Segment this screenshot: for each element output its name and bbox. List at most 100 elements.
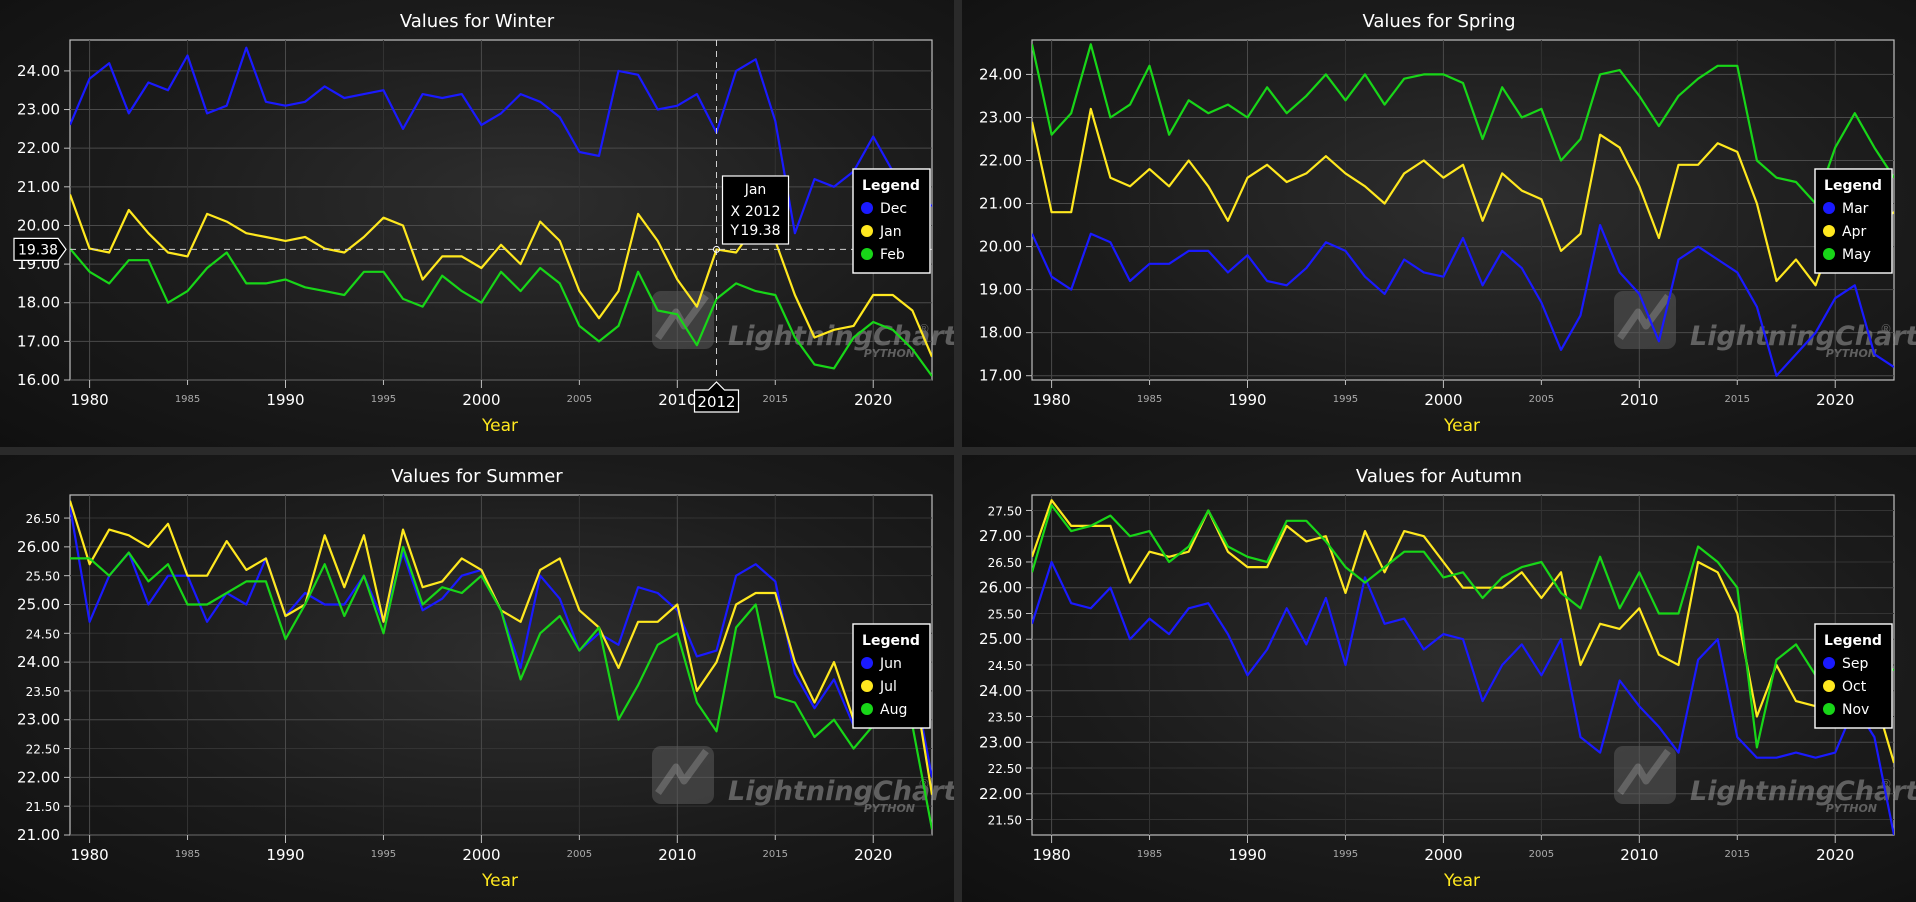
y-tick-label: 25.50 [26, 570, 60, 584]
y-tick-label: 26.50 [26, 512, 60, 526]
legend-item-oct[interactable]: Oct [1823, 679, 1867, 695]
legend-title: Legend [1824, 178, 1882, 194]
legend-item-label: Apr [1842, 224, 1866, 240]
legend-item-feb[interactable]: Feb [861, 247, 905, 263]
y-tick-label: 22.00 [17, 768, 60, 786]
legend-dot-icon [861, 202, 873, 214]
legend-item-may[interactable]: May [1823, 247, 1871, 263]
x-tick-label: 2000 [1424, 391, 1462, 409]
y-tick-label: 19.00 [979, 281, 1022, 299]
plot-area[interactable] [1031, 39, 1895, 381]
x-tick-label: 1980 [70, 846, 108, 864]
legend-item-mar[interactable]: Mar [1823, 201, 1869, 217]
chart-panel-autumn: Values for Autumn 27.50 27.00 26.50 26.00 25.… [962, 455, 1916, 902]
x-axis-title: Year [481, 416, 518, 436]
legend-item-label: Jan [879, 224, 902, 240]
x-minor-tick-label: 1985 [1137, 394, 1162, 405]
legend-item-label: Mar [1842, 201, 1869, 217]
watermark-brand: LightningChart [1690, 776, 1916, 807]
legend-item-label: Nov [1842, 702, 1869, 718]
watermark-sub: PYTHON [864, 347, 915, 360]
x-axis-title: Year [1443, 416, 1480, 436]
legend-item-label: Oct [1842, 679, 1867, 695]
legend-item-label: Dec [880, 201, 907, 217]
cursor-y-marker-label: 19.38 [18, 242, 58, 258]
y-tick-label: 25.50 [988, 607, 1022, 621]
series-line-aug[interactable] [70, 545, 932, 830]
series-line-jan[interactable] [70, 194, 932, 358]
legend-dot-icon [861, 225, 873, 237]
legend-item-dec[interactable]: Dec [861, 201, 907, 217]
series-line-dec[interactable] [70, 46, 932, 235]
series-line-may[interactable] [1032, 43, 1894, 205]
y-tick-label: 26.50 [988, 556, 1022, 570]
y-tick-label: 21.50 [26, 800, 60, 814]
legend[interactable]: Legend Jun Jul Aug [852, 623, 931, 729]
x-minor-tick-label: 2005 [567, 849, 592, 860]
x-tick-label: 1990 [266, 391, 304, 409]
cursor-y-marker: 19.38 [13, 237, 67, 262]
y-tick-label: 20.00 [979, 238, 1022, 256]
series-line-sep[interactable] [1032, 560, 1894, 835]
y-tick-label: 21.00 [17, 826, 60, 844]
chart-summer[interactable]: Values for Summer 26.50 26.00 25.50 25.00 24.… [0, 455, 954, 902]
legend-item-nov[interactable]: Nov [1823, 702, 1869, 718]
y-tick-label: 21.50 [988, 814, 1022, 828]
x-axis-title: Year [1443, 871, 1480, 891]
legend[interactable]: Legend Dec Jan Feb [852, 168, 931, 274]
x-tick-label: 1980 [1032, 846, 1070, 864]
lightningchart-logo: LightningChart®PYTHON [1614, 291, 1916, 360]
x-tick-label: 1990 [266, 846, 304, 864]
legend-item-apr[interactable]: Apr [1823, 224, 1866, 240]
legend[interactable]: Legend Mar Apr May [1814, 168, 1893, 274]
y-tick-label: 22.00 [979, 785, 1022, 803]
y-tick-label: 22.50 [988, 762, 1022, 776]
legend-title: Legend [1824, 633, 1882, 649]
lightningchart-logo: LightningChart®PYTHON [652, 746, 954, 815]
legend-dot-icon [1823, 225, 1835, 237]
legend-item-sep[interactable]: Sep [1823, 656, 1869, 672]
x-minor-tick-label: 2005 [567, 394, 592, 405]
y-tick-label: 22.00 [17, 139, 60, 157]
x-tick-label: 1990 [1228, 846, 1266, 864]
x-minor-tick-label: 2015 [1725, 394, 1750, 405]
chart-autumn[interactable]: Values for Autumn 27.50 27.00 26.50 26.00 25.… [962, 455, 1916, 902]
legend-item-jul[interactable]: Jul [861, 679, 897, 695]
legend-item-aug[interactable]: Aug [861, 702, 907, 718]
y-tick-label: 23.00 [979, 108, 1022, 126]
y-tick-label: 24.00 [17, 62, 60, 80]
x-tick-label: 2020 [1816, 391, 1854, 409]
y-tick-label: 18.00 [979, 324, 1022, 342]
x-tick-label: 1980 [70, 391, 108, 409]
x-tick-label: 1980 [1032, 391, 1070, 409]
legend-title: Legend [862, 633, 920, 649]
x-minor-tick-label: 2015 [763, 394, 788, 405]
series-line-apr[interactable] [1032, 107, 1894, 287]
chart-winter[interactable]: Values for Winter 24.00 23.00 22.00 21.00 20.… [0, 0, 954, 447]
x-tick-label: 1990 [1228, 391, 1266, 409]
x-tick-label: 2010 [1620, 391, 1658, 409]
watermark-sub: PYTHON [1826, 347, 1877, 360]
y-tick-label: 24.00 [979, 682, 1022, 700]
y-tick-label: 21.00 [979, 195, 1022, 213]
series-line-nov[interactable] [1032, 504, 1894, 749]
x-tick-label: 2020 [854, 391, 892, 409]
series-line-oct[interactable] [1032, 499, 1894, 764]
legend-item-jun[interactable]: Jun [861, 656, 902, 672]
series-line-feb[interactable] [70, 247, 932, 377]
legend[interactable]: Legend Sep Oct Nov [1814, 623, 1893, 729]
legend-item-label: Jul [879, 679, 897, 695]
tooltip-x-label: X [731, 204, 741, 220]
chart-spring[interactable]: Values for Spring 24.00 23.00 22.00 21.00 20.… [962, 0, 1916, 447]
legend-item-label: Sep [1842, 656, 1869, 672]
legend-item-jan[interactable]: Jan [861, 224, 902, 240]
series-line-mar[interactable] [1032, 224, 1894, 377]
legend-item-label: Feb [880, 247, 905, 263]
y-tick-label: 24.00 [17, 653, 60, 671]
watermark-sub: PYTHON [864, 802, 915, 815]
series-line-jul[interactable] [70, 500, 932, 795]
legend-dot-icon [1823, 703, 1835, 715]
x-tick-label: 2020 [854, 846, 892, 864]
